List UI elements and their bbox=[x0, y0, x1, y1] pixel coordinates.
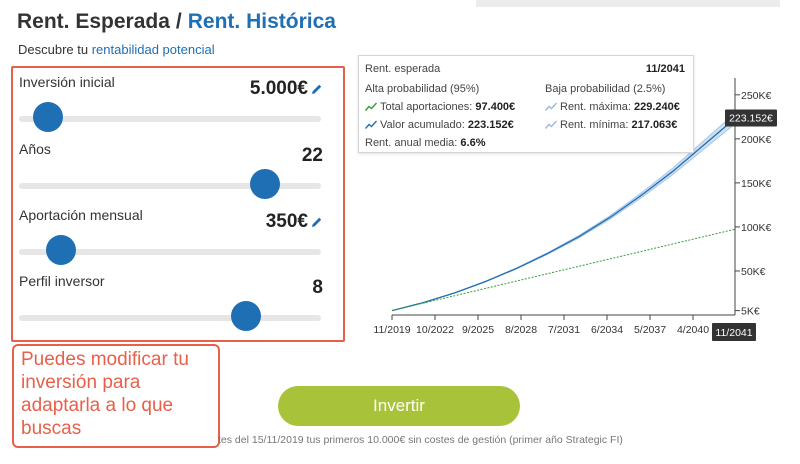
contributions-line bbox=[391, 228, 736, 312]
slider-track[interactable] bbox=[19, 116, 321, 122]
tooltip-accum-value: 223.152€ bbox=[467, 119, 514, 131]
current-value-label: 223.152€ bbox=[729, 112, 773, 124]
control-investor-profile: Perfil inversor 8 bbox=[19, 273, 323, 333]
pencil-icon[interactable] bbox=[311, 216, 323, 228]
current-date-label: 11/2041 bbox=[715, 327, 752, 339]
trend-icon bbox=[365, 102, 377, 111]
tooltip-date: 11/2041 bbox=[645, 63, 685, 75]
control-label: Perfil inversor bbox=[19, 273, 105, 289]
trend-icon bbox=[545, 120, 557, 129]
tooltip-annual-value: 6.6% bbox=[460, 137, 486, 149]
tooltip-min-row: Rent. mínima: 217.063€ bbox=[545, 119, 677, 131]
controls-highlight-box bbox=[11, 66, 345, 342]
x-tick-label: 5/2037 bbox=[634, 324, 666, 336]
x-tick-label: 4/2040 bbox=[677, 324, 709, 336]
slider-track[interactable] bbox=[19, 249, 321, 255]
trend-icon bbox=[545, 102, 557, 111]
slider-track[interactable] bbox=[19, 183, 321, 189]
control-label: Aportación mensual bbox=[19, 207, 143, 223]
annotation-text: Puedes modificar tu inversión para adapt… bbox=[21, 349, 189, 439]
control-label: Años bbox=[19, 141, 51, 157]
y-tick-label: 50K€ bbox=[741, 266, 766, 278]
tooltip-total-row: Total aportaciones: 97.400€ bbox=[365, 101, 515, 113]
tooltip-annual-row: Rent. anual media: 6.6% bbox=[365, 137, 485, 149]
control-value-text: 8 bbox=[312, 277, 323, 298]
x-tick-label: 6/2034 bbox=[591, 324, 623, 336]
current-value-badge bbox=[725, 109, 777, 127]
y-tick-label: 100K€ bbox=[741, 222, 772, 234]
footnote-text: tes del 15/11/2019 tus primeros 10.000€ … bbox=[218, 434, 623, 446]
control-value: 8 bbox=[312, 277, 323, 299]
title-separator: / bbox=[175, 10, 182, 33]
annotation-note: Puedes modificar tu inversión para adapt… bbox=[12, 344, 220, 448]
slider-knob[interactable] bbox=[46, 235, 77, 265]
tooltip-accum-row: Valor acumulado: 223.152€ bbox=[365, 119, 514, 131]
y-tick-label: 150K€ bbox=[741, 178, 772, 190]
x-tick-label: 11/2019 bbox=[373, 324, 410, 336]
y-tick-label: 5K€ bbox=[741, 306, 760, 318]
slider-knob[interactable] bbox=[231, 301, 262, 331]
control-value[interactable]: 5.000€ bbox=[250, 78, 323, 100]
control-value-text: 350€ bbox=[265, 211, 308, 232]
tooltip-total-value: 97.400€ bbox=[475, 101, 516, 113]
page-title: Rent. Esperada / Rent. Histórica bbox=[17, 10, 336, 34]
invest-button[interactable]: Invertir bbox=[278, 386, 520, 426]
slider-knob[interactable] bbox=[32, 102, 63, 132]
accumulated-value-line bbox=[391, 117, 736, 312]
tooltip-total-label: Total aportaciones: bbox=[380, 101, 473, 113]
x-tick-label: 8/2028 bbox=[505, 324, 537, 336]
y-tick-label: 250K€ bbox=[741, 90, 772, 102]
tooltip-accum-label: Valor acumulado: bbox=[380, 119, 465, 131]
tooltip-min-label: Rent. mínima: bbox=[560, 119, 629, 131]
control-value-text: 22 bbox=[301, 145, 323, 166]
subtitle-link[interactable]: rentabilidad potencial bbox=[91, 42, 215, 57]
control-initial-investment: Inversión inicial 5.000€ bbox=[19, 74, 323, 134]
control-value-text: 5.000€ bbox=[249, 78, 308, 99]
tooltip-annual-label: Rent. anual media: bbox=[365, 137, 458, 149]
slider-track[interactable] bbox=[19, 315, 321, 321]
control-value: 22 bbox=[302, 145, 323, 167]
control-years: Años 22 bbox=[19, 141, 323, 201]
tooltip-max-row: Rent. máxima: 229.240€ bbox=[545, 101, 680, 113]
trend-icon bbox=[365, 120, 377, 129]
control-value[interactable]: 350€ bbox=[266, 211, 323, 233]
control-label: Inversión inicial bbox=[19, 74, 115, 90]
tooltip-min-value: 217.063€ bbox=[631, 119, 678, 131]
current-date-badge bbox=[712, 323, 756, 341]
subtitle-text: Descubre tu bbox=[18, 42, 89, 57]
control-monthly-contribution: Aportación mensual 350€ bbox=[19, 207, 323, 267]
x-tick-label: 7/2031 bbox=[548, 324, 580, 336]
x-tick-label: 9/2025 bbox=[462, 324, 494, 336]
tab-expected-return[interactable]: Rent. Esperada bbox=[17, 10, 170, 33]
subtitle: Descubre tu rentabilidad potencial bbox=[18, 42, 215, 57]
tooltip-max-label: Rent. máxima: bbox=[560, 101, 631, 113]
y-tick-label: 200K€ bbox=[741, 134, 772, 146]
tab-historic-return[interactable]: Rent. Histórica bbox=[187, 10, 336, 33]
top-bar-strip bbox=[476, 0, 780, 7]
tooltip-title: Rent. esperada bbox=[365, 63, 441, 75]
tooltip-max-value: 229.240€ bbox=[633, 101, 680, 113]
tooltip-high-label: Alta probabilidad (95%) bbox=[365, 83, 480, 95]
projection-chart[interactable]: 5K€ 50K€ 100K€ 150K€ 200K€ 250K€ 11/2019 10/202… bbox=[340, 40, 780, 350]
slider-knob[interactable] bbox=[250, 169, 281, 199]
tooltip-low-label: Baja probabilidad (2.5%) bbox=[545, 83, 666, 95]
chart-tooltip: Rent. esperada 11/2041 Alta probabilidad… bbox=[358, 55, 694, 153]
pencil-icon[interactable] bbox=[311, 83, 323, 95]
x-tick-label: 10/2022 bbox=[416, 324, 454, 336]
